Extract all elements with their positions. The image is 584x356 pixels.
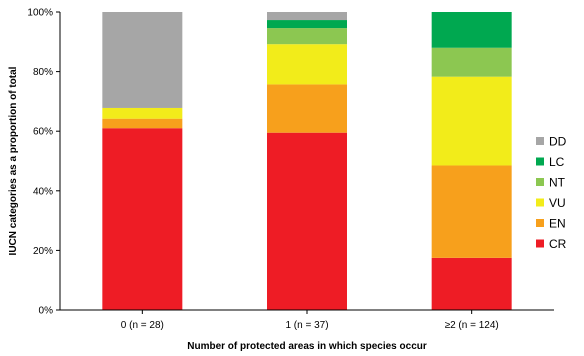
y-tick-label: 40%	[33, 186, 53, 197]
bar-en-1	[267, 84, 347, 133]
legend-label-cr: CR	[549, 237, 567, 251]
bar-lc-2	[431, 12, 512, 48]
bar-cr-0	[102, 128, 183, 310]
legend-label-vu: VU	[549, 196, 566, 210]
bar-vu-2	[431, 76, 512, 166]
legend-swatch-dd	[536, 137, 544, 145]
legend-swatch-cr	[536, 239, 544, 248]
legend-swatch-en	[536, 219, 544, 227]
y-tick-label: 100%	[27, 8, 53, 19]
x-tick-label: 1 (n = 37)	[285, 320, 328, 331]
y-tick-label: 20%	[33, 246, 53, 257]
legend-label-dd: DD	[549, 135, 567, 149]
bar-lc-1	[267, 20, 347, 29]
bar-dd-0	[102, 12, 183, 108]
x-tick-label: 0 (n = 28)	[121, 320, 164, 331]
y-tick-label: 0%	[39, 306, 54, 317]
x-tick-label: ≥2 (n = 124)	[445, 320, 499, 331]
bar-nt-1	[267, 28, 347, 45]
bar-dd-1	[267, 12, 347, 21]
plot-area	[102, 12, 512, 310]
legend-swatch-nt	[536, 178, 544, 186]
y-axis-title: IUCN categories as a proportion of total	[8, 66, 19, 255]
legend-swatch-lc	[536, 157, 544, 166]
y-tick-label: 80%	[33, 67, 53, 78]
legend: DD LC NT VU EN CR	[536, 135, 567, 251]
bar-vu-0	[102, 107, 183, 119]
bar-cr-1	[267, 132, 347, 310]
legend-swatch-vu	[536, 198, 544, 207]
y-tick-label: 60%	[33, 127, 53, 138]
legend-label-lc: LC	[549, 155, 565, 169]
bar-vu-1	[267, 44, 347, 85]
legend-label-nt: NT	[549, 176, 566, 190]
y-axis: 0% 20% 40% 60% 80% 100%	[27, 8, 61, 317]
x-axis: 0 (n = 28) 1 (n = 37) ≥2 (n = 124)	[60, 309, 554, 331]
bar-nt-2	[431, 47, 512, 77]
x-axis-title: Number of protected areas in which speci…	[187, 341, 427, 352]
bar-en-0	[102, 118, 183, 129]
bar-en-2	[431, 165, 512, 258]
legend-label-en: EN	[549, 217, 566, 231]
bar-cr-2	[431, 257, 512, 310]
